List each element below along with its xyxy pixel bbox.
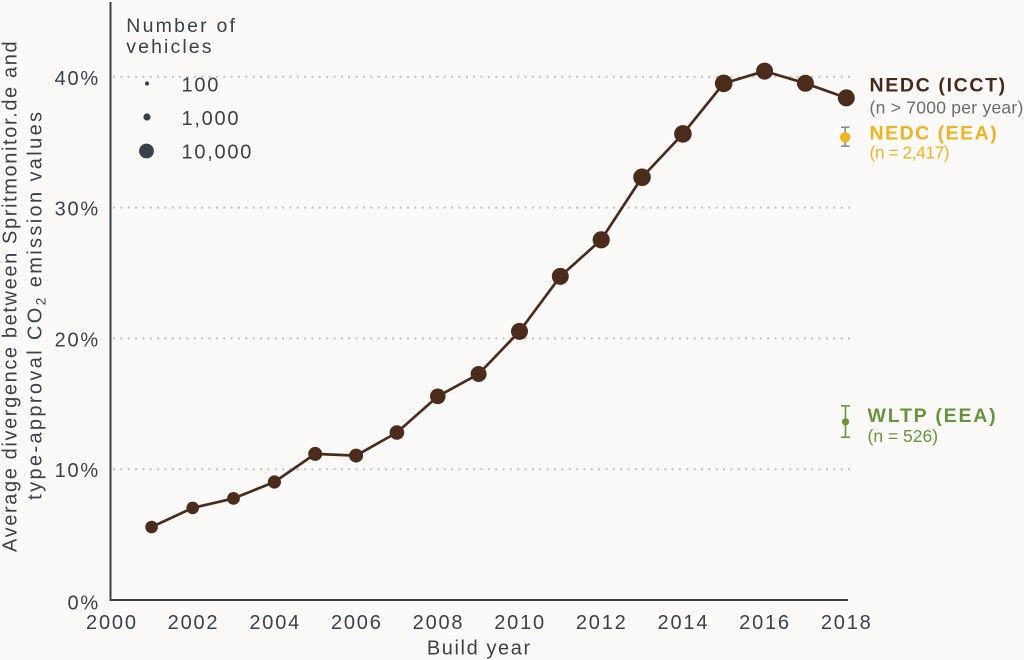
svg-text:40%: 40% (55, 68, 100, 90)
svg-text:2012: 2012 (576, 612, 628, 634)
svg-text:100: 100 (182, 74, 221, 96)
svg-text:WLTP (EEA): WLTP (EEA) (868, 405, 998, 427)
svg-text:20%: 20% (55, 329, 100, 351)
svg-text:vehicles: vehicles (126, 36, 213, 58)
svg-text:2000: 2000 (86, 612, 138, 634)
svg-text:1,000: 1,000 (182, 108, 241, 130)
svg-text:NEDC (ICCT): NEDC (ICCT) (870, 75, 1007, 97)
svg-text:Average divergence between Spr: Average divergence between Spritmonitor.… (0, 40, 22, 552)
svg-text:Number of: Number of (126, 15, 237, 37)
svg-text:2014: 2014 (658, 612, 710, 634)
svg-text:2010: 2010 (494, 612, 546, 634)
svg-text:2006: 2006 (331, 612, 383, 634)
svg-text:(n = 526): (n = 526) (868, 426, 939, 446)
svg-text:10%: 10% (55, 460, 100, 482)
svg-text:(n = 2,417): (n = 2,417) (870, 143, 950, 163)
svg-text:2004: 2004 (249, 612, 301, 634)
svg-text:Build year: Build year (427, 638, 532, 660)
svg-text:2002: 2002 (168, 612, 220, 634)
svg-text:0%: 0% (67, 592, 100, 614)
svg-text:2016: 2016 (739, 612, 791, 634)
svg-text:10,000: 10,000 (182, 141, 254, 163)
svg-text:NEDC (EEA): NEDC (EEA) (870, 123, 999, 145)
svg-text:type-approval CO2 emission val: type-approval CO2 emission values (25, 110, 49, 500)
svg-text:30%: 30% (55, 199, 100, 221)
svg-text:2008: 2008 (413, 612, 465, 634)
svg-text:2018: 2018 (821, 612, 873, 634)
svg-text:(n > 7000 per year): (n > 7000 per year) (870, 98, 1024, 118)
